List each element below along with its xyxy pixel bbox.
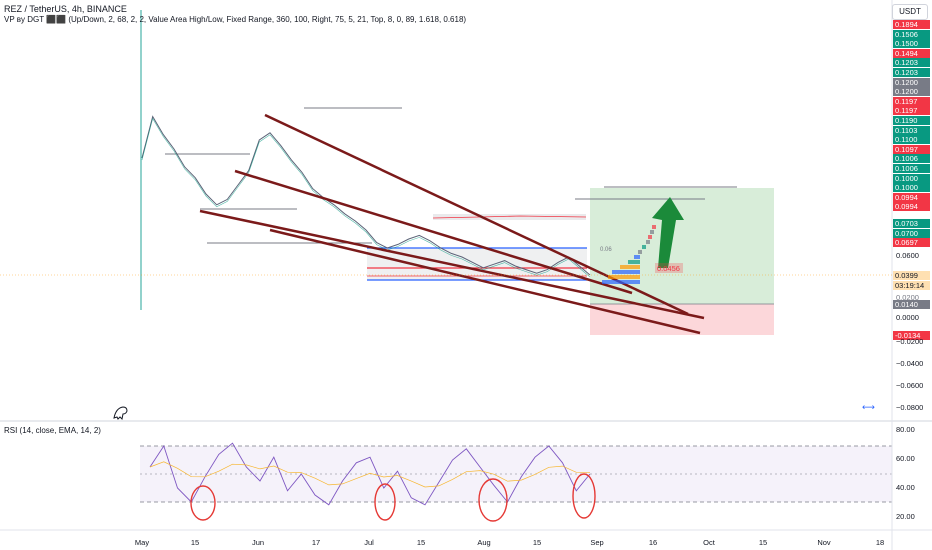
- price-tag: 0.0994: [893, 202, 930, 212]
- volume-profile-bar: [634, 255, 640, 259]
- price-tag: 0.1000: [893, 173, 930, 183]
- price-axis-label: 0.0600: [896, 251, 919, 260]
- volume-profile-bar: [608, 275, 640, 279]
- volume-profile: [602, 225, 656, 284]
- symbol-title: REZ / TetherUS, 4h, BINANCE: [4, 4, 127, 14]
- price-tag: 0.1203: [893, 58, 930, 68]
- volume-profile-bar: [612, 270, 640, 274]
- rsi-line: [149, 442, 591, 506]
- volume-profile-bar: [602, 280, 640, 284]
- indicator-legend: VP вy DGT ⬛⬛ (Up/Down, 2, 68, 2, 2, Valu…: [4, 15, 467, 24]
- price-tag: 0.1103: [893, 125, 930, 135]
- volume-profile-bar: [620, 265, 640, 269]
- volume-profile-bar: [638, 250, 642, 254]
- negative-tag: -0.0134: [893, 331, 930, 340]
- price-tag: 0.1197: [893, 106, 930, 116]
- price-tag: 0.1200: [893, 87, 930, 97]
- volume-profile-bar: [628, 260, 640, 264]
- rsi-oversold-circle-1: [190, 485, 216, 521]
- time-axis-label: Nov: [817, 538, 831, 547]
- time-axis-label: 18: [875, 538, 885, 547]
- volume-profile-bar: [652, 225, 656, 229]
- price-tag: 0.1203: [893, 68, 930, 77]
- time-axis-label: Oct: [703, 538, 715, 547]
- rsi-axis-label: 80.00: [896, 425, 915, 434]
- price-tag: 0.1506: [893, 29, 930, 39]
- time-axis-label: Jun: [251, 538, 265, 547]
- price-tag: 0.1500: [893, 39, 930, 49]
- upper-band: [433, 214, 586, 220]
- zoom-icon: ⟷: [862, 403, 875, 413]
- time-axis-label: 15: [758, 538, 768, 547]
- rsi-ema-line: [149, 461, 591, 488]
- price-tag: 0.1006: [893, 154, 930, 164]
- price-tag: 0.1197: [893, 96, 930, 106]
- price-tag: 0.0697: [893, 238, 930, 248]
- price-tag: 0.1494: [893, 48, 930, 58]
- countdown-tag: 03:19:14: [893, 281, 930, 290]
- price-tag: 0.1100: [893, 135, 930, 145]
- price-tag: 0.0399: [893, 271, 930, 280]
- price-axis-label: 0.0200: [896, 293, 919, 302]
- price-tag: 0.0700: [893, 228, 930, 238]
- rsi-oversold-circle-2: [374, 483, 396, 521]
- time-axis-label: May: [134, 538, 150, 547]
- price-tag: 0.1000: [893, 183, 930, 193]
- price-line: [141, 115, 591, 276]
- rsi-oversold-circle-3: [478, 478, 508, 522]
- rsi-axis-label: 60.00: [896, 454, 915, 463]
- price-tag: 0.1006: [893, 164, 930, 173]
- price-line-overlay: [141, 117, 591, 278]
- vp-poc-label: 0.0456: [657, 264, 680, 273]
- vp-vah-label: 0.06: [600, 247, 612, 253]
- upper-band-line: [432, 215, 587, 219]
- trendline-bottom-1: [199, 209, 705, 320]
- volume-profile-bar: [650, 230, 654, 234]
- price-axis-label: −0.0200: [896, 337, 924, 346]
- volume-profile-bar: [642, 245, 646, 249]
- vp-poc-label-bg: [655, 263, 683, 273]
- trendline-bottom-2: [269, 228, 701, 335]
- stop-zone: [590, 304, 774, 335]
- stop-tag: 0.0140: [893, 300, 930, 309]
- dinosaur-icon: [113, 406, 128, 421]
- price-axis-label: 0.0000: [896, 313, 919, 322]
- price-axis-label: −0.0400: [896, 359, 924, 368]
- price-axis-label: −0.0600: [896, 381, 924, 390]
- price-tag: 0.1894: [893, 20, 930, 29]
- currency-button[interactable]: USDT: [892, 4, 928, 20]
- rsi-axis-label: 20.00: [896, 512, 915, 521]
- time-axis-label: 16: [648, 538, 658, 547]
- trendline-mid: [234, 169, 633, 295]
- volume-profile-bar: [648, 235, 652, 239]
- time-axis-label: 15: [532, 538, 542, 547]
- price-tag: 0.0703: [893, 219, 930, 228]
- time-axis-label: 17: [311, 538, 321, 547]
- price-tag: 0.1190: [893, 116, 930, 125]
- time-axis-label: Jul: [364, 538, 374, 547]
- time-axis-label: 15: [416, 538, 426, 547]
- rsi-oversold-circle-4: [572, 473, 596, 519]
- volume-profile-bar: [646, 240, 650, 244]
- target-zone: [590, 188, 774, 304]
- time-axis-label: Aug: [477, 538, 491, 547]
- price-tag: 0.1097: [893, 144, 930, 154]
- rsi-axis-label: 40.00: [896, 483, 915, 492]
- price-axis-label: −0.0800: [896, 403, 924, 412]
- rsi-legend: RSI (14, close, EMA, 14, 2): [4, 426, 101, 435]
- price-tag: 0.0994: [893, 192, 930, 202]
- bullish-arrow-icon: [652, 197, 684, 268]
- time-axis-label: 15: [190, 538, 200, 547]
- time-axis-label: Sep: [590, 538, 604, 547]
- price-tag: 0.1200: [893, 77, 930, 87]
